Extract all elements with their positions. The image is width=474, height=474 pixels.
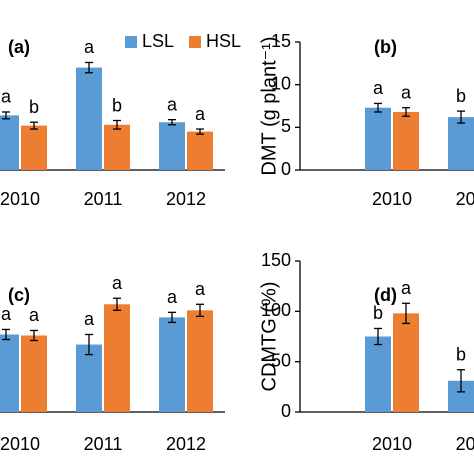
bar xyxy=(448,117,474,170)
y-tick-label: 0 xyxy=(281,159,291,179)
bar xyxy=(21,335,47,412)
bar xyxy=(159,317,185,412)
significance-label: a xyxy=(167,287,178,307)
x-tick-label: 2012 xyxy=(166,434,206,454)
bar xyxy=(0,334,19,412)
significance-label: a xyxy=(373,78,384,98)
panel: (b) DMT (g plant⁻¹)0 5 10 15 2010 aa 2011 b xyxy=(258,31,474,209)
panel: (d)CDMTG (%)0501001502010ba2011b xyxy=(258,250,474,454)
significance-label: a xyxy=(1,87,12,107)
bar xyxy=(393,313,419,412)
bar xyxy=(0,115,19,170)
bar xyxy=(76,344,102,412)
y-tick-label: 10 xyxy=(271,73,291,93)
significance-label: a xyxy=(1,304,12,324)
x-tick-label: 2010 xyxy=(0,189,40,209)
significance-label: a xyxy=(195,279,206,299)
significance-label: a xyxy=(195,104,206,124)
significance-label: a xyxy=(401,278,412,298)
x-tick-label: 2010 xyxy=(0,434,40,454)
panel-label: (d) xyxy=(374,285,397,305)
legend-label: LSL xyxy=(142,31,174,51)
significance-label: a xyxy=(84,37,95,57)
significance-label: a xyxy=(29,305,40,325)
bar xyxy=(21,125,47,170)
y-tick-label: 5 xyxy=(281,116,291,136)
x-tick-label: 2011 xyxy=(84,434,123,454)
bar xyxy=(159,122,185,170)
legend-label: HSL xyxy=(206,31,241,51)
significance-label: b xyxy=(373,303,383,323)
x-tick-label: 2011 xyxy=(456,189,474,209)
significance-label: b xyxy=(29,97,39,117)
significance-label: a xyxy=(401,82,412,102)
significance-label: b xyxy=(456,86,466,106)
y-tick-label: 50 xyxy=(271,350,291,370)
x-tick-label: 2012 xyxy=(166,189,206,209)
significance-label: a xyxy=(112,273,123,293)
x-tick-label: 2011 xyxy=(456,434,474,454)
panel-label: (c) xyxy=(8,285,30,305)
significance-label: b xyxy=(456,344,466,364)
bar xyxy=(104,124,130,170)
y-tick-label: 100 xyxy=(261,300,291,320)
x-tick-label: 2010 xyxy=(372,189,412,209)
x-tick-label: 2011 xyxy=(84,189,123,209)
bar xyxy=(187,310,213,412)
panel-label: (a) xyxy=(8,37,30,57)
y-axis-label: DMT (g plant⁻¹) xyxy=(258,36,280,175)
x-tick-label: 2010 xyxy=(372,434,412,454)
bar xyxy=(76,67,102,170)
significance-label: b xyxy=(112,95,122,115)
bar xyxy=(187,131,213,170)
y-tick-label: 15 xyxy=(271,31,291,51)
panel-label: (b) xyxy=(374,37,397,57)
legend-swatch xyxy=(125,36,137,48)
significance-label: a xyxy=(167,94,178,114)
y-axis-label: CDMTG (%) xyxy=(258,282,280,392)
y-tick-label: 0 xyxy=(281,401,291,421)
bar xyxy=(365,107,391,170)
bar xyxy=(393,111,419,170)
legend-swatch xyxy=(189,36,201,48)
y-tick-label: 150 xyxy=(261,250,291,270)
bar xyxy=(365,336,391,412)
significance-label: a xyxy=(84,309,95,329)
bar xyxy=(104,304,130,412)
